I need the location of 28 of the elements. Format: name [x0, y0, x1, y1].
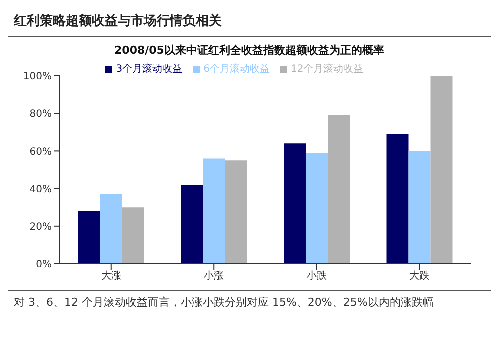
bar	[122, 208, 144, 264]
legend-label: 6个月滚动收益	[204, 64, 270, 75]
legend-label: 3个月滚动收益	[116, 64, 183, 75]
bar	[284, 144, 306, 264]
y-tick-label: 0%	[36, 260, 52, 271]
chart-subtitle: 2008/05以来中证红利全收益指数超额收益为正的概率	[114, 43, 386, 58]
bar	[203, 158, 226, 264]
y-tick-label: 80%	[30, 109, 52, 120]
y-tick-label: 20%	[30, 222, 52, 233]
bar	[78, 211, 100, 264]
y-tick-label: 40%	[30, 184, 52, 196]
x-tick-label: 小涨	[204, 270, 224, 282]
x-tick-label: 大涨	[101, 270, 122, 282]
text: 对 3、6、12 个月滚动收益而言，小涨小跌分别对应 15%、20%、25%以内的涨跌幅	[8, 290, 491, 314]
bar	[306, 153, 328, 264]
y-tick-label: 100%	[23, 72, 52, 83]
x-tick-label: 大跌	[410, 270, 430, 282]
y-tick-label: 60%	[30, 146, 52, 158]
bar	[100, 194, 122, 264]
legend-label: 12个月滚动收益	[291, 64, 364, 75]
bar	[386, 134, 409, 264]
x-tick-label: 小跌	[306, 270, 327, 282]
bar	[225, 160, 248, 264]
bar	[328, 115, 350, 264]
bar	[408, 151, 431, 264]
bar	[181, 185, 204, 264]
bar	[430, 76, 453, 264]
chart-title: 红利策略超额收益与市场行情负相关	[8, 8, 491, 37]
